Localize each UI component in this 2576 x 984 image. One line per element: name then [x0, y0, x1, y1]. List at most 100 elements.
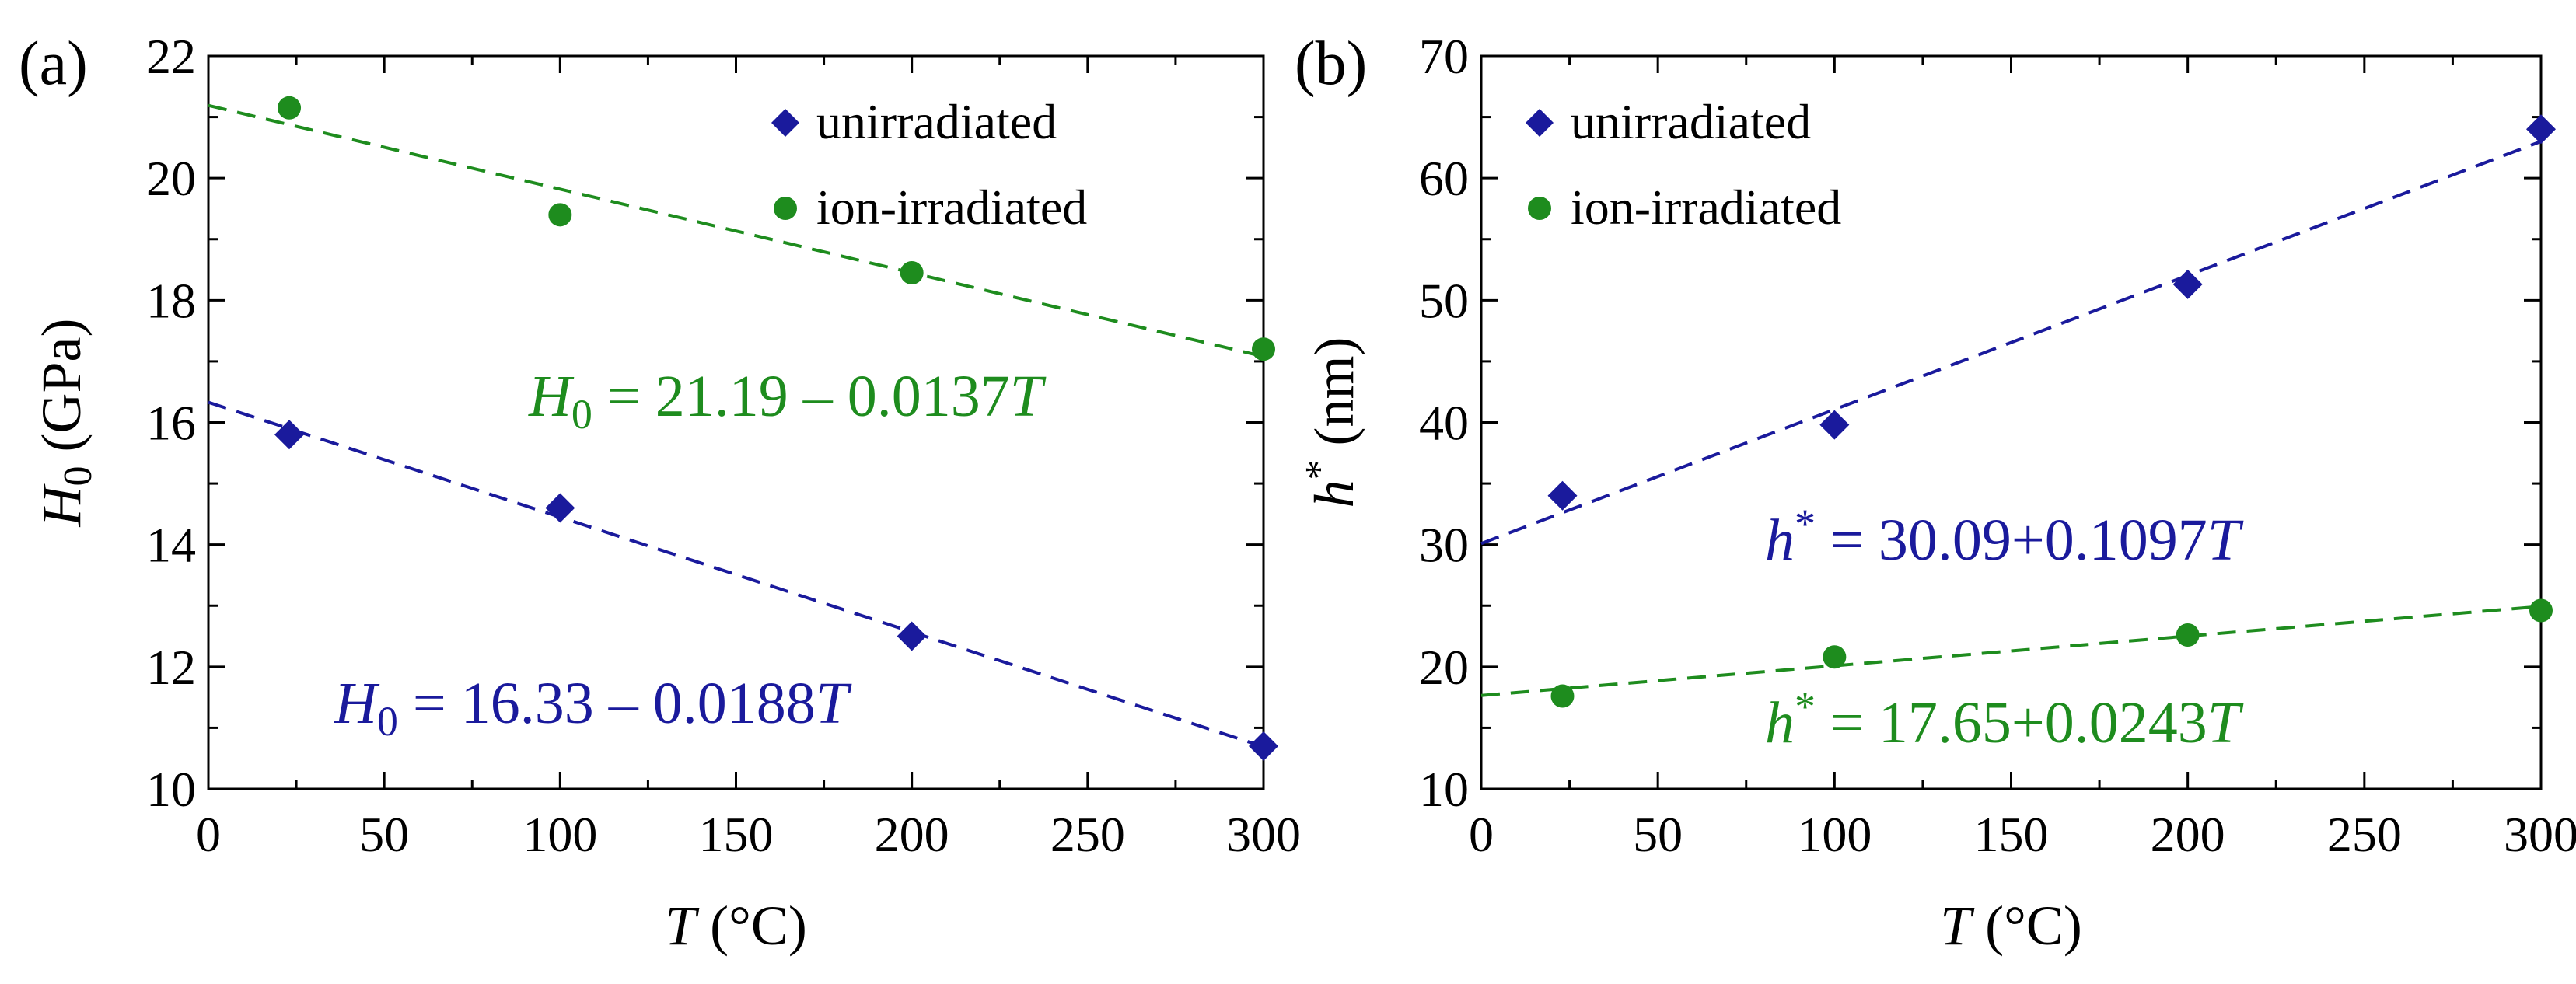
y-tick-label: 60 [1419, 151, 1469, 206]
fit-line [1480, 605, 2542, 697]
legend-marker-diamond [1526, 109, 1554, 137]
y-tick-label: 14 [146, 518, 196, 573]
fit-equation: h* = 17.65+0.0243T [1765, 683, 2244, 755]
data-point-circle [2176, 623, 2200, 647]
eq-var: T [2207, 508, 2244, 573]
y-tick-label: 30 [1419, 518, 1469, 573]
fit-equation: H0 = 21.19 – 0.0137T [528, 364, 1047, 438]
y-axis-title: h* (nm) [1298, 337, 1365, 508]
x-tick-label: 200 [2151, 807, 2225, 862]
y-tick-label: 50 [1419, 273, 1469, 328]
legend-label: unirradiated [816, 94, 1057, 149]
y-axis-var: h [1303, 480, 1365, 508]
series-unirradiated [1480, 114, 2556, 546]
x-axis-var: T [665, 895, 700, 957]
y-axis-unit: (nm) [1303, 337, 1365, 460]
x-tick-label: 0 [196, 807, 221, 862]
panel-label: (b) [1295, 30, 1367, 98]
eq-var: T [816, 671, 852, 736]
data-point-diamond [897, 621, 927, 651]
fit-line [1480, 140, 2542, 546]
eq-rhs: = 16.33 – 0.0188 [398, 671, 816, 736]
eq-subscript: 0 [571, 391, 592, 438]
data-point-circle [548, 203, 572, 227]
legend-marker-circle [1528, 197, 1551, 220]
data-point-circle [1823, 645, 1847, 669]
x-axis-title: T (°C) [1940, 895, 2082, 957]
y-tick-label: 10 [146, 762, 196, 817]
legend-marker-circle [774, 197, 797, 220]
data-point-circle [1252, 337, 1275, 361]
data-point-circle [1550, 684, 1575, 708]
y-tick-label: 16 [146, 396, 196, 451]
x-tick-label: 0 [1469, 807, 1494, 862]
data-point-diamond [2526, 114, 2556, 145]
legend-label: ion-irradiated [816, 180, 1087, 235]
data-point-diamond [1249, 731, 1278, 761]
eq-superscript: * [1795, 683, 1816, 730]
x-axis-title: T (°C) [665, 895, 807, 957]
x-tick-label: 100 [523, 807, 597, 862]
legend-marker-diamond [771, 109, 799, 137]
y-tick-label: 20 [146, 151, 196, 206]
data-point-diamond [2172, 269, 2203, 299]
x-tick-label: 200 [875, 807, 949, 862]
y-tick-label: 70 [1419, 29, 1469, 84]
x-tick-label: 150 [699, 807, 774, 862]
x-tick-label: 300 [2504, 807, 2576, 862]
eq-lhs: H [528, 364, 575, 429]
data-point-diamond [1819, 410, 1850, 440]
x-axis-unit: (°C) [696, 895, 807, 957]
series-unirradiated [208, 400, 1278, 761]
x-tick-label: 150 [1974, 807, 2049, 862]
x-tick-label: 100 [1797, 807, 1872, 862]
y-axis-unit: (GPa) [30, 319, 93, 466]
data-point-circle [278, 96, 302, 120]
y-axis-subscript: 0 [56, 466, 100, 486]
data-point-diamond [545, 493, 575, 523]
legend-label: unirradiated [1571, 94, 1811, 149]
panel-b: 0 50 100 150 200 250 300 10 20 30 40 50 60 70 (b) T (°C… [1295, 29, 2576, 957]
data-point-diamond [274, 420, 305, 450]
eq-superscript: * [1795, 501, 1816, 547]
data-point-circle [2529, 598, 2553, 623]
series-ion-irradiated [208, 96, 1275, 361]
fit-equation: H0 = 16.33 – 0.0188T [334, 671, 852, 745]
y-tick-label: 40 [1419, 396, 1469, 451]
panel-a: 0 50 100 150 200 250 300 10 12 14 16 18 20 22 (a) T (°C… [19, 29, 1301, 957]
y-tick-label: 12 [146, 640, 196, 695]
legend-label: ion-irradiated [1571, 180, 1841, 235]
fit-equation: h* = 30.09+0.1097T [1765, 501, 2244, 573]
eq-var: T [2207, 690, 2244, 755]
x-tick-label: 300 [1226, 807, 1301, 862]
x-tick-label: 250 [1050, 807, 1125, 862]
eq-lhs: h [1765, 690, 1795, 755]
y-axis-var: H [30, 483, 93, 527]
fit-line [208, 400, 1264, 748]
x-tick-label: 250 [2327, 807, 2402, 862]
y-axis-title: H0 (GPa) [30, 319, 100, 528]
plot-frame [1480, 54, 2543, 790]
eq-lhs: H [334, 671, 380, 736]
eq-lhs: h [1765, 508, 1795, 573]
y-tick-label: 20 [1419, 640, 1469, 695]
eq-rhs: = 17.65+0.0243 [1816, 690, 2207, 755]
series-ion-irradiated [1480, 598, 2553, 708]
y-tick-label: 22 [146, 29, 196, 84]
y-tick-label: 10 [1419, 762, 1469, 817]
data-point-circle [900, 260, 924, 284]
eq-subscript: 0 [377, 698, 398, 745]
y-tick-label: 18 [146, 273, 196, 328]
x-axis-unit: (°C) [1971, 895, 2082, 957]
fit-line [208, 103, 1264, 358]
x-axis-var: T [1940, 895, 1975, 957]
data-point-diamond [1547, 480, 1578, 511]
eq-rhs: = 30.09+0.1097 [1816, 508, 2207, 573]
y-axis-superscript: * [1298, 459, 1342, 480]
panel-label: (a) [19, 30, 88, 98]
x-tick-label: 50 [359, 807, 409, 862]
eq-rhs: = 21.19 – 0.0137 [592, 364, 1010, 429]
eq-var: T [1010, 364, 1047, 429]
x-tick-label: 50 [1633, 807, 1683, 862]
